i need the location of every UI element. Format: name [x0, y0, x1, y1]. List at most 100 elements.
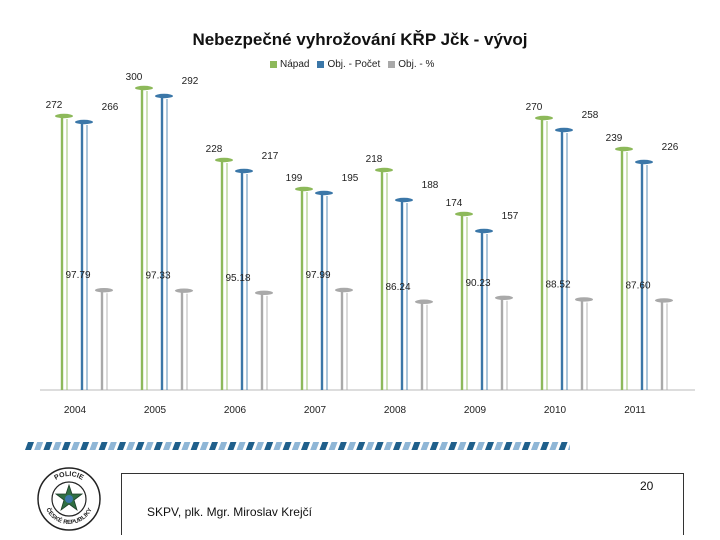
band-segment [567, 444, 570, 450]
band-segment [549, 442, 559, 450]
emblem-text-top: POLICIE [53, 471, 85, 482]
x-tick-label: 2008 [384, 405, 407, 416]
bar-cap [155, 93, 173, 99]
band-segment [558, 442, 568, 450]
data-label: 157 [502, 211, 519, 222]
band-segment [521, 442, 531, 450]
bar-cap [395, 197, 413, 203]
band-segment [503, 442, 513, 450]
data-label: 292 [182, 76, 199, 87]
band-segment [153, 442, 163, 450]
band-segment [190, 442, 200, 450]
band-segment [512, 442, 522, 450]
author-text: SKPV, plk. Mgr. Miroslav Krejčí [147, 505, 312, 519]
legend-swatch-napad [270, 61, 277, 68]
legend-swatch-pocet [317, 61, 325, 68]
bar-cap [335, 287, 353, 293]
data-label: 226 [662, 142, 679, 153]
band-segment [89, 442, 99, 450]
bar-cap [575, 297, 593, 302]
band-segment [34, 442, 44, 450]
band-segment [227, 442, 237, 450]
band-segment [485, 442, 494, 450]
data-label: 266 [102, 102, 119, 113]
band-segment [199, 442, 209, 450]
band-segment [144, 442, 154, 450]
bar-cap [415, 299, 433, 304]
bar-cap [55, 113, 73, 119]
band-segment [301, 442, 310, 450]
band-segment [98, 442, 108, 450]
legend-swatch-procent [388, 61, 396, 68]
footer-frame [121, 473, 684, 535]
band-segment [393, 442, 402, 450]
band-segment [291, 442, 301, 450]
page-number: 20 [640, 479, 654, 493]
band-segment [337, 442, 347, 450]
band-segment [319, 442, 329, 450]
bar-cap [215, 157, 233, 163]
band-segment [383, 442, 393, 450]
band-segment [310, 442, 320, 450]
bar-cap [315, 190, 333, 196]
bar-cap [375, 167, 393, 173]
band-segment [328, 442, 338, 450]
legend-label-napad: Nápad [280, 59, 310, 70]
legend-label-procent: Obj. - % [398, 59, 435, 70]
band-segment [25, 442, 34, 450]
band-segment [209, 442, 218, 450]
data-label: 95.18 [225, 273, 250, 284]
legend-label-pocet: Obj. - Počet [327, 59, 381, 70]
bar-cap [635, 159, 653, 165]
data-label: 87.60 [625, 280, 650, 291]
data-label: 88.52 [545, 279, 570, 290]
data-label: 270 [526, 102, 543, 113]
bar-cap [495, 295, 513, 300]
x-tick-label: 2006 [224, 405, 247, 416]
data-label: 218 [366, 154, 383, 165]
band-segment [365, 442, 375, 450]
data-label: 97.33 [145, 271, 170, 282]
data-label: 195 [342, 173, 359, 184]
band-segment [80, 442, 90, 450]
legend-item-pocet: Obj. - Počet [317, 59, 380, 70]
legend: Nápad Obj. - Počet Obj. - % [270, 59, 434, 70]
chart-title: Nebezpečné vyhrožování KŘP Jčk - vývoj [192, 30, 528, 49]
bar-cap [615, 146, 633, 152]
band-segment [540, 442, 550, 450]
band-segment [439, 442, 448, 450]
band-segment [429, 442, 439, 450]
band-segment [135, 442, 145, 450]
band-segment [457, 442, 467, 450]
bar-chart: 272 266 97.79 2004 300 292 97.33 2005 228 217 95.1… [40, 72, 695, 416]
band-segment [356, 442, 366, 450]
bar-cap [135, 85, 153, 91]
x-tick-label: 2009 [464, 405, 487, 416]
bar-cap [555, 127, 573, 133]
band-segment [347, 442, 356, 450]
band-segment [374, 442, 384, 450]
band-segment [402, 442, 412, 450]
band-segment [494, 442, 504, 450]
data-label: 174 [446, 198, 463, 209]
data-label: 188 [422, 180, 439, 191]
bar-cap [655, 298, 673, 303]
x-tick-label: 2011 [624, 405, 646, 416]
x-tick-label: 2010 [544, 405, 567, 416]
band-segment [181, 442, 191, 450]
bar-cap [295, 186, 313, 192]
data-label: 300 [126, 72, 143, 83]
band-segment [273, 442, 283, 450]
data-label: 90.23 [465, 278, 490, 289]
band-segment [236, 442, 246, 450]
x-tick-label: 2004 [64, 405, 87, 416]
band-segment [218, 442, 228, 450]
bar-cap [175, 288, 193, 293]
decorative-band [25, 442, 570, 450]
band-segment [43, 442, 53, 450]
band-segment [255, 442, 264, 450]
band-segment [531, 442, 540, 450]
bar-cap [95, 288, 113, 293]
band-segment [466, 442, 476, 450]
band-segment [126, 442, 136, 450]
